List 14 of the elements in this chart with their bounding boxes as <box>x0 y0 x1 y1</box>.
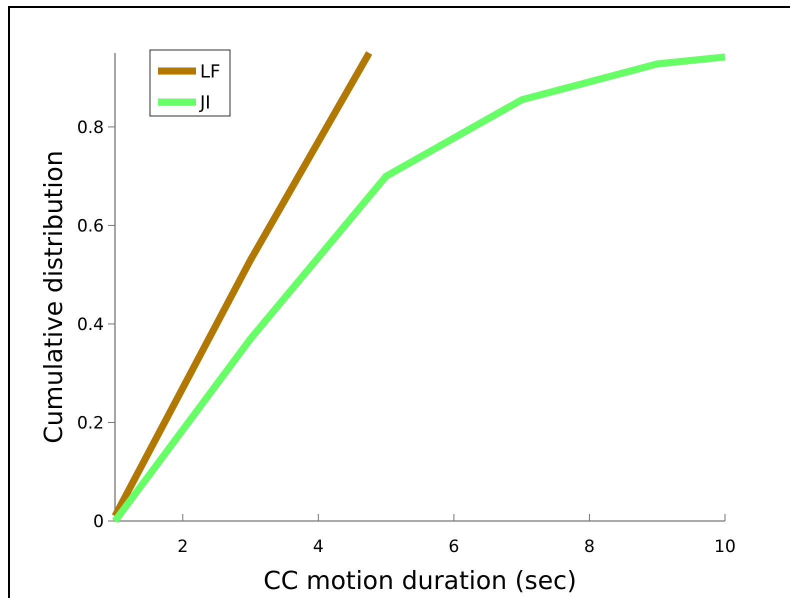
y-axis-title: Cumulative distribution <box>39 150 68 444</box>
y-tick-label: 0.2 <box>76 413 104 434</box>
x-tick-label: 6 <box>448 537 460 557</box>
legend-label: JI <box>199 92 211 114</box>
y-tick-label: 0.6 <box>76 216 104 236</box>
y-tick-label: 0 <box>93 512 104 532</box>
x-tick-label: 8 <box>584 537 595 557</box>
y-tick-label: 0.8 <box>76 118 104 138</box>
x-tick-label: 10 <box>714 537 736 557</box>
x-tick-label: 2 <box>177 537 188 557</box>
y-tick-label: 0.4 <box>76 314 104 335</box>
x-axis-title: CC motion duration (sec) <box>263 566 577 595</box>
x-tick-label: 4 <box>312 537 324 557</box>
legend-label: LF <box>200 61 220 82</box>
